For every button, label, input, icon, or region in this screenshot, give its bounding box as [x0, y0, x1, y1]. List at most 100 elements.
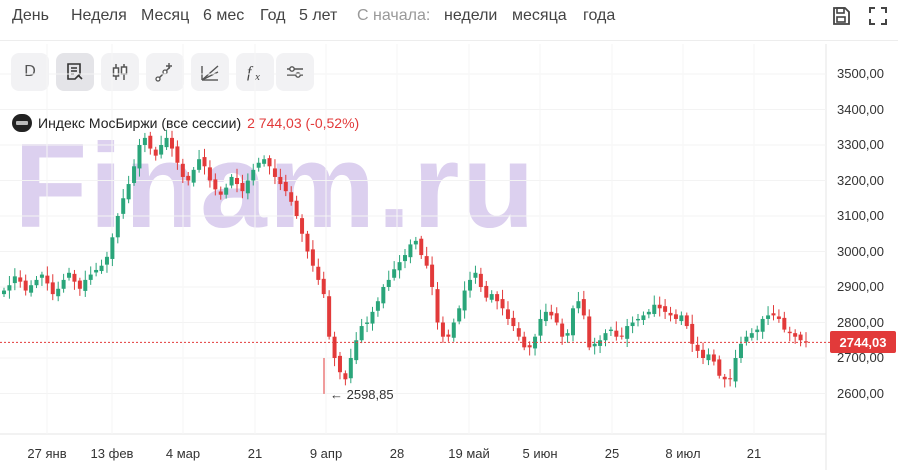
candle — [533, 333, 538, 356]
watermark: Finam.ru — [14, 119, 537, 253]
since-week[interactable]: недели — [444, 7, 498, 24]
y-tick-label: 3200,00 — [837, 172, 884, 188]
tab-6-months[interactable]: 6 мес — [203, 7, 245, 24]
candle — [424, 246, 429, 269]
candle — [462, 281, 467, 319]
candle — [310, 240, 315, 272]
candle — [505, 301, 510, 325]
header-divider — [0, 40, 898, 41]
candle — [240, 174, 245, 199]
save-icon[interactable] — [830, 5, 852, 27]
candle — [543, 303, 548, 327]
candle — [738, 336, 743, 363]
candle — [684, 312, 689, 329]
settings-button[interactable] — [276, 53, 314, 91]
candle — [186, 171, 191, 186]
instrument-name: Индекс МосБиржи (все сессии) — [38, 115, 242, 131]
candle — [67, 267, 72, 281]
candle — [289, 186, 294, 206]
candle — [451, 318, 456, 342]
candle — [7, 275, 12, 299]
x-tick-label: 13 фев — [90, 446, 134, 461]
document-icon — [67, 63, 83, 80]
candle — [213, 173, 218, 196]
candle — [787, 326, 792, 342]
study-templates-button[interactable] — [56, 53, 94, 91]
candle — [56, 281, 61, 302]
candle — [419, 235, 424, 259]
candle — [375, 297, 380, 317]
candle — [159, 135, 164, 159]
candle — [294, 195, 299, 219]
drawing-tools-button[interactable] — [146, 53, 184, 91]
y-tick-label: 2700,00 — [837, 350, 884, 365]
fibonacci-button[interactable] — [191, 53, 229, 91]
candle — [267, 155, 272, 175]
moex-logo — [12, 114, 32, 132]
candle — [397, 255, 402, 279]
candle — [701, 342, 706, 365]
candle — [576, 291, 581, 314]
since-month[interactable]: месяца — [512, 7, 567, 24]
candle — [386, 270, 391, 291]
candle — [668, 306, 673, 322]
series-legend: Индекс МосБиржи (все сессии) 2 744,03 (-… — [12, 114, 359, 132]
fullscreen-icon[interactable] — [867, 5, 889, 27]
candle — [245, 173, 250, 200]
candle — [522, 331, 527, 351]
x-tick-label: 21 — [746, 446, 762, 461]
trend-line-icon — [155, 63, 172, 82]
candle — [94, 262, 99, 277]
tab-day[interactable]: День — [12, 7, 49, 24]
candle — [12, 268, 17, 291]
candle — [72, 269, 77, 290]
candle — [359, 318, 364, 344]
candle — [169, 130, 174, 157]
candle — [587, 309, 592, 351]
interval-button[interactable]: D — [11, 53, 49, 91]
candle — [224, 183, 229, 199]
candle — [191, 167, 196, 187]
last-price-badge: 2744,03 — [830, 331, 896, 354]
candle — [99, 259, 104, 274]
candle — [327, 290, 332, 340]
candle — [256, 157, 261, 172]
period-tabs: День Неделя Месяц 6 мес Год 5 лет С нача… — [0, 0, 898, 36]
candle — [657, 296, 662, 317]
chart-type-button[interactable] — [101, 53, 139, 91]
fibonacci-fan-icon — [201, 65, 219, 81]
candle — [598, 335, 603, 354]
candle — [776, 309, 781, 323]
y-tick-label: 2800,00 — [837, 314, 884, 330]
candle — [711, 349, 716, 366]
candle — [717, 355, 722, 379]
candle — [77, 277, 82, 296]
candle — [370, 306, 375, 331]
candle — [343, 370, 348, 386]
x-tick-label: 4 мар — [165, 446, 201, 461]
tab-week[interactable]: Неделя — [71, 7, 127, 24]
candle — [608, 326, 613, 336]
candle — [392, 261, 397, 281]
x-tick-label: 5 июн — [522, 446, 558, 461]
candle — [646, 309, 651, 319]
candle — [45, 266, 50, 291]
candle — [695, 336, 700, 358]
tab-month[interactable]: Месяц — [141, 7, 190, 24]
candle — [663, 299, 668, 319]
candle — [110, 233, 115, 267]
candle — [403, 249, 407, 269]
candle — [603, 329, 608, 347]
candle — [560, 318, 565, 345]
candle — [180, 158, 185, 183]
candle — [636, 313, 641, 327]
candle — [332, 331, 337, 367]
svg-text:x: x — [254, 71, 260, 83]
candle — [625, 318, 630, 347]
candlestick-icon — [112, 64, 128, 80]
candle — [430, 256, 435, 296]
tab-year[interactable]: Год — [260, 7, 286, 24]
tab-5-years[interactable]: 5 лет — [299, 7, 338, 24]
since-year[interactable]: года — [583, 7, 616, 24]
